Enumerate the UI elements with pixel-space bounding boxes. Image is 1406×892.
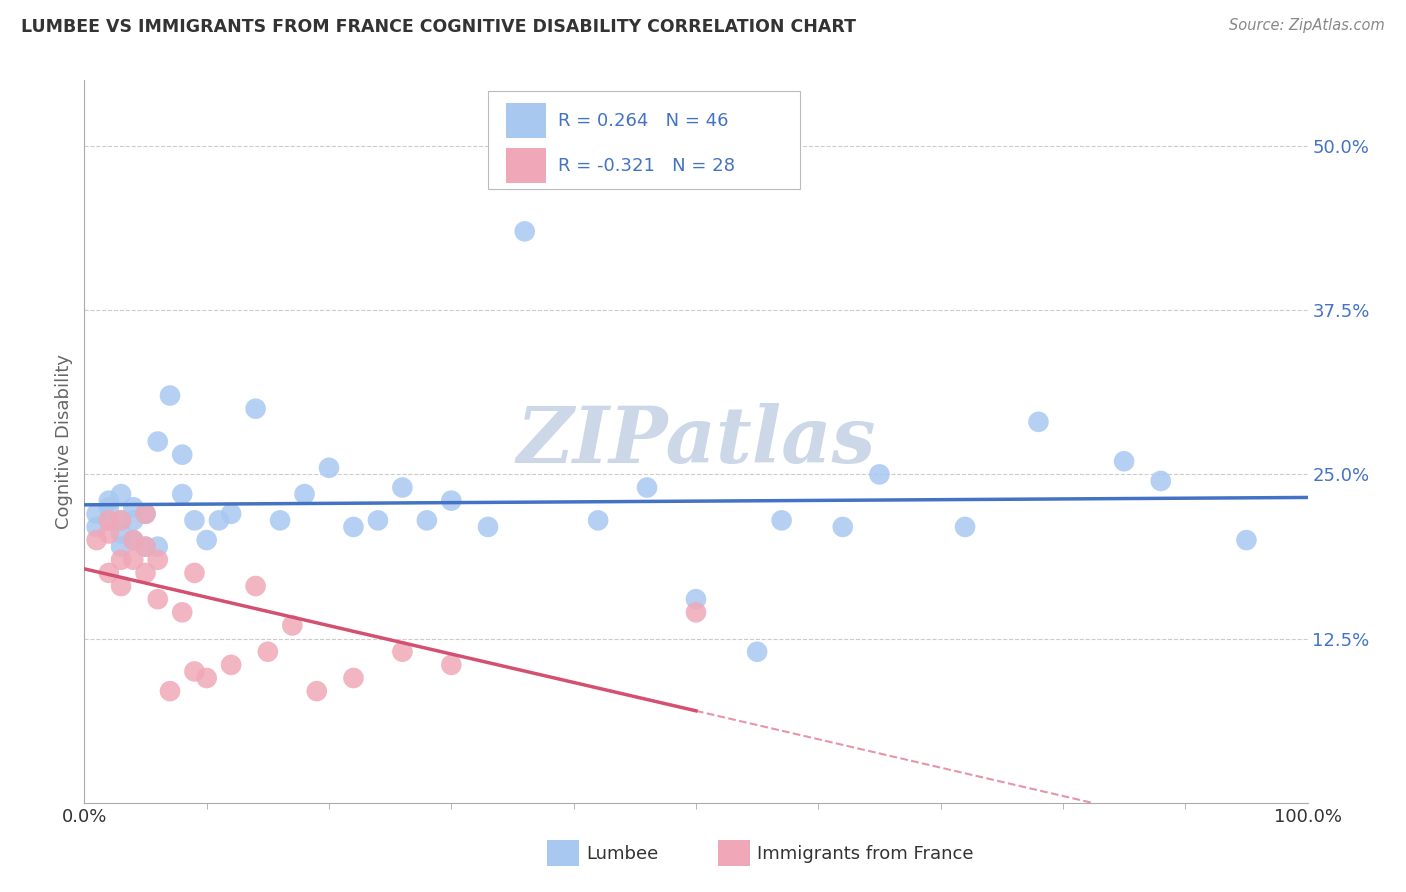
- Y-axis label: Cognitive Disability: Cognitive Disability: [55, 354, 73, 529]
- Point: [86, 520, 108, 534]
- Point: [342, 671, 364, 685]
- Point: [110, 553, 132, 567]
- Point: [391, 481, 413, 495]
- Point: [245, 401, 267, 416]
- Text: Source: ZipAtlas.com: Source: ZipAtlas.com: [1229, 18, 1385, 33]
- Point: [305, 684, 328, 698]
- Text: ZIPatlas: ZIPatlas: [516, 403, 876, 480]
- Text: R = 0.264   N = 46: R = 0.264 N = 46: [558, 112, 728, 129]
- FancyBboxPatch shape: [506, 148, 546, 183]
- Point: [391, 645, 413, 659]
- Point: [685, 592, 707, 607]
- Point: [122, 513, 145, 527]
- FancyBboxPatch shape: [506, 103, 546, 138]
- Point: [146, 540, 169, 554]
- Point: [1114, 454, 1136, 468]
- Point: [110, 513, 132, 527]
- Point: [122, 533, 145, 547]
- Point: [159, 388, 181, 402]
- Point: [770, 513, 793, 527]
- Point: [685, 605, 707, 619]
- Point: [195, 533, 218, 547]
- Point: [183, 513, 205, 527]
- Point: [367, 513, 389, 527]
- Point: [219, 657, 242, 672]
- Point: [208, 513, 231, 527]
- Point: [269, 513, 291, 527]
- FancyBboxPatch shape: [547, 839, 578, 865]
- Point: [159, 684, 181, 698]
- Point: [636, 481, 658, 495]
- Point: [586, 513, 609, 527]
- Point: [257, 645, 280, 659]
- Point: [172, 448, 194, 462]
- Point: [294, 487, 316, 501]
- Point: [146, 592, 169, 607]
- Point: [219, 507, 242, 521]
- Text: R = -0.321   N = 28: R = -0.321 N = 28: [558, 157, 735, 175]
- Point: [97, 566, 120, 580]
- Point: [110, 513, 132, 527]
- Point: [831, 520, 853, 534]
- Point: [318, 460, 340, 475]
- Point: [416, 513, 439, 527]
- Text: Immigrants from France: Immigrants from France: [758, 845, 973, 863]
- Point: [172, 605, 194, 619]
- Point: [195, 671, 218, 685]
- Text: LUMBEE VS IMMIGRANTS FROM FRANCE COGNITIVE DISABILITY CORRELATION CHART: LUMBEE VS IMMIGRANTS FROM FRANCE COGNITI…: [21, 18, 856, 36]
- Point: [86, 507, 108, 521]
- Point: [110, 540, 132, 554]
- Point: [135, 507, 157, 521]
- Point: [135, 566, 157, 580]
- Point: [477, 520, 499, 534]
- Point: [747, 645, 769, 659]
- FancyBboxPatch shape: [718, 839, 749, 865]
- Point: [440, 493, 463, 508]
- Point: [97, 526, 120, 541]
- Point: [86, 533, 108, 547]
- Point: [122, 533, 145, 547]
- Point: [1236, 533, 1258, 547]
- Point: [110, 579, 132, 593]
- Point: [440, 657, 463, 672]
- Point: [953, 520, 976, 534]
- Point: [97, 513, 120, 527]
- Point: [122, 553, 145, 567]
- Point: [122, 500, 145, 515]
- FancyBboxPatch shape: [488, 91, 800, 189]
- Point: [146, 553, 169, 567]
- Point: [183, 665, 205, 679]
- Point: [245, 579, 267, 593]
- Point: [281, 618, 304, 632]
- Point: [135, 540, 157, 554]
- Point: [97, 513, 120, 527]
- Text: Lumbee: Lumbee: [586, 845, 658, 863]
- Point: [183, 566, 205, 580]
- Point: [110, 526, 132, 541]
- Point: [97, 493, 120, 508]
- Point: [110, 487, 132, 501]
- Point: [135, 540, 157, 554]
- Point: [869, 467, 891, 482]
- Point: [1028, 415, 1050, 429]
- Point: [146, 434, 169, 449]
- Point: [172, 487, 194, 501]
- Point: [135, 507, 157, 521]
- Point: [97, 500, 120, 515]
- Point: [1150, 474, 1173, 488]
- Point: [342, 520, 364, 534]
- Point: [513, 224, 536, 238]
